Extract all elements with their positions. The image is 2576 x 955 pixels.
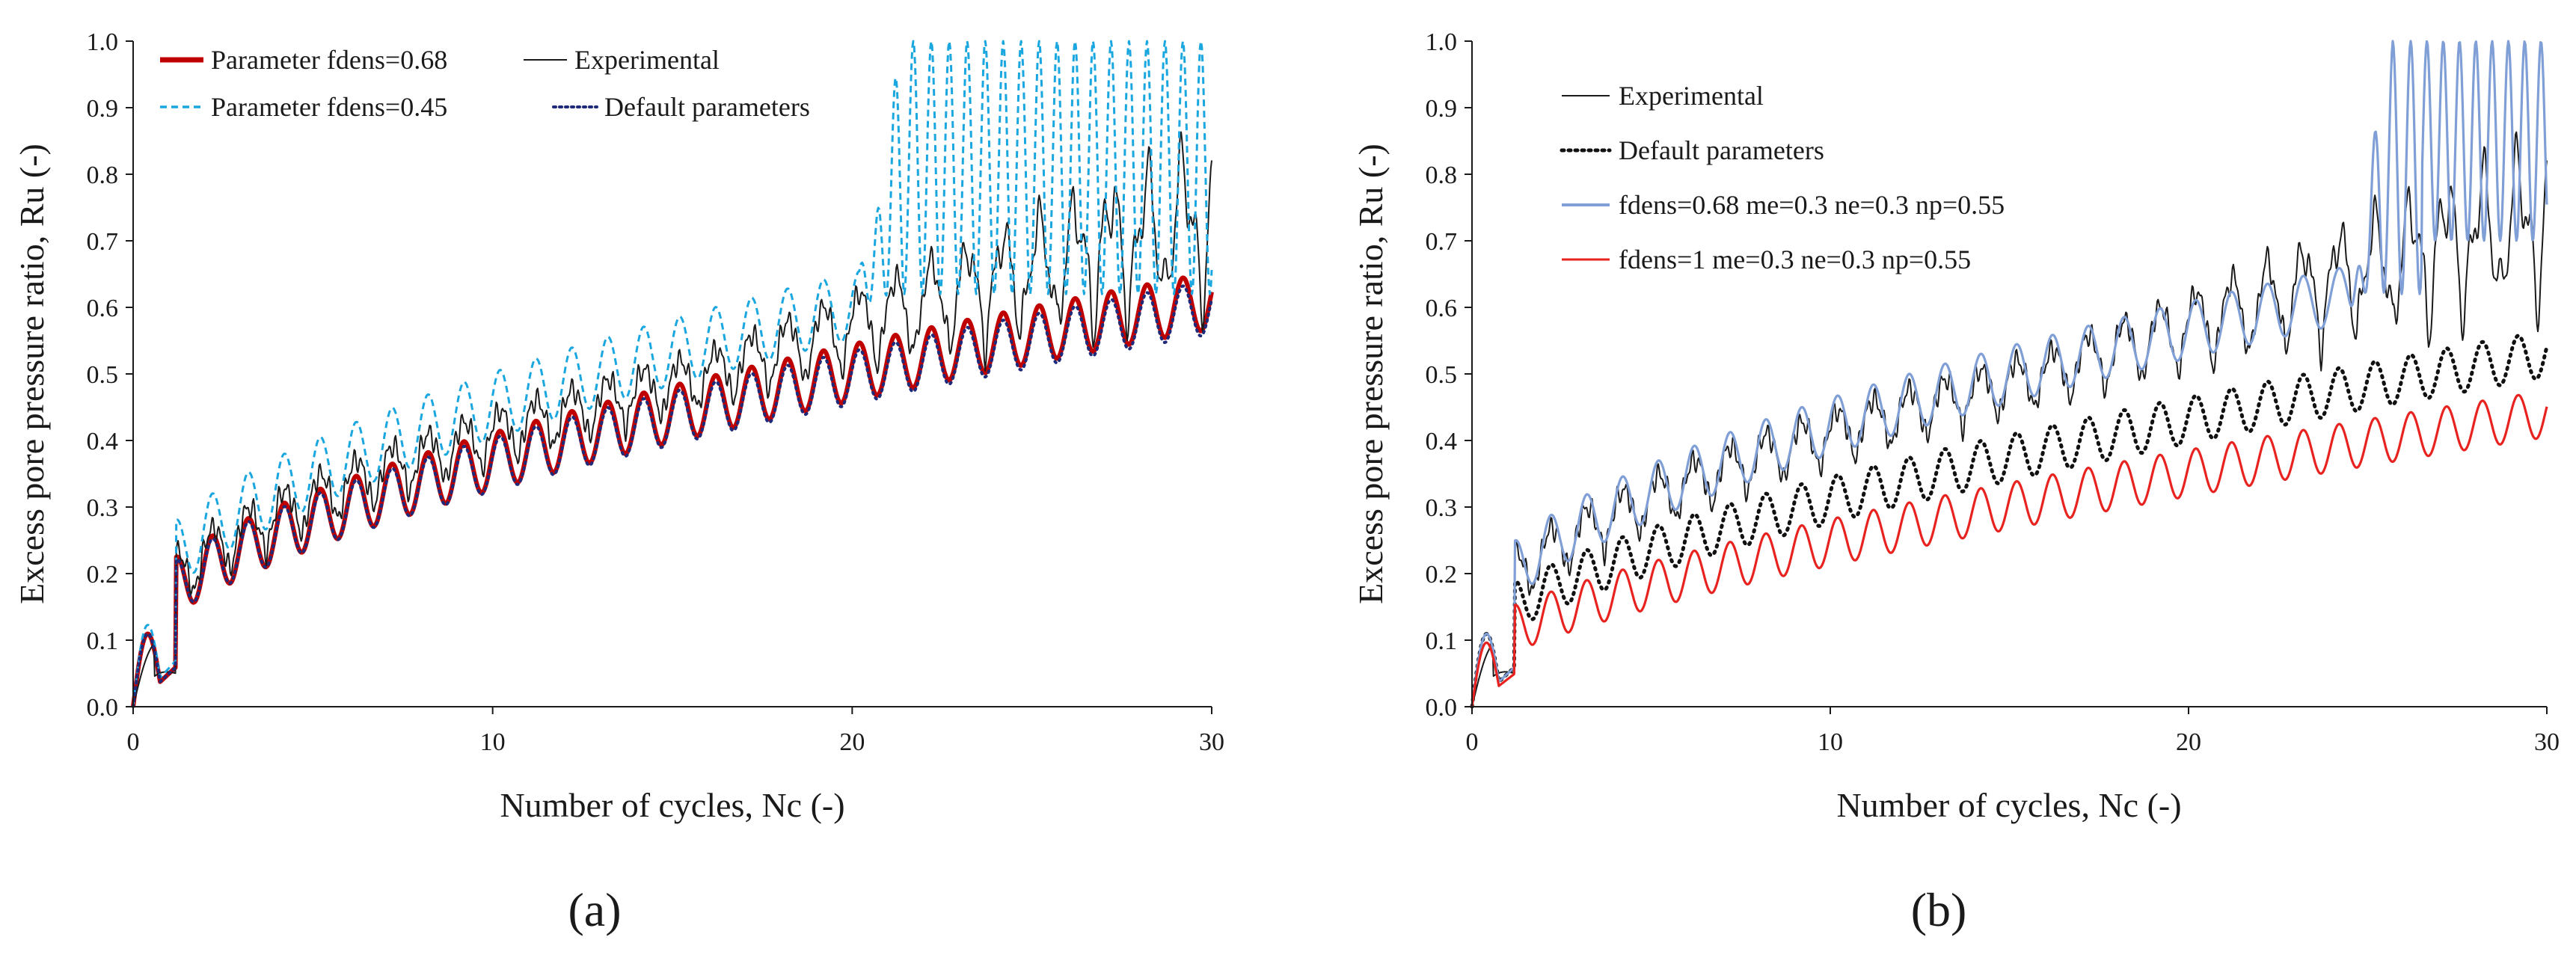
legend-entry: fdens=0.68 me=0.3 ne=0.3 np=0.55 <box>1562 190 2005 220</box>
x-tick-label: 30 <box>2534 728 2560 756</box>
y-tick-label: 0.6 <box>1426 295 1458 322</box>
panel-label-b: (b) <box>1911 883 1967 936</box>
y-axis-label: Excess pore pressure ratio, Ru (-) <box>13 144 51 604</box>
y-tick-label: 0.1 <box>87 627 119 655</box>
legend-label-fdens-068: fdens=0.68 me=0.3 ne=0.3 np=0.55 <box>1619 190 2005 220</box>
legend-entry: Parameter fdens=0.68 <box>160 45 447 75</box>
y-tick-label: 0.7 <box>1426 228 1458 256</box>
y-tick-label: 0.9 <box>87 95 119 123</box>
y-tick-label: 0.3 <box>1426 494 1458 522</box>
legend: Experimental Default parameters fdens=0.… <box>1560 81 2005 274</box>
series-line-fdens-0-68-me-0-3-ne-0-3-np-0-55 <box>1471 40 2548 707</box>
y-tick-label: 0.2 <box>1426 561 1458 589</box>
panel-label-a: (a) <box>568 883 621 936</box>
series-line-parameter-fdens-0-45 <box>132 40 1213 707</box>
y-tick-label: 0.1 <box>1426 627 1458 655</box>
y-tick-label: 1.0 <box>87 28 119 56</box>
x-tick-label: 10 <box>1818 728 1843 756</box>
legend-label-fdens-068: Parameter fdens=0.68 <box>211 45 447 75</box>
series-line-experimental <box>132 131 1212 707</box>
legend-entry: fdens=1 me=0.3 ne=0.3 np=0.55 <box>1562 245 1971 274</box>
x-tick-label: 20 <box>2176 728 2201 756</box>
y-tick-label: 0.8 <box>1426 162 1458 189</box>
y-tick-label: 0.0 <box>1426 694 1458 722</box>
y-tick-label: 0.8 <box>87 162 119 189</box>
y-tick-label: 0.7 <box>87 228 119 256</box>
legend-label-default: Default parameters <box>604 92 810 122</box>
legend-label-default: Default parameters <box>1619 135 1824 165</box>
series-line-default-parameters <box>132 284 1213 708</box>
y-axis-label: Excess pore pressure ratio, Ru (-) <box>1352 144 1390 604</box>
x-tick-label: 0 <box>127 728 140 756</box>
tick-group: 0.0 0.1 0.2 0.3 0.4 0.5 0.6 0.7 0.8 0.9 1.0 0 10 20 30 <box>87 28 1225 756</box>
chart-panel-b: 0.0 0.1 0.2 0.3 0.4 0.5 0.6 0.7 0.8 0.9 1.0 0 10 20 30… <box>1352 28 2560 936</box>
series-group <box>131 40 1214 708</box>
legend-entry: Experimental <box>524 45 720 75</box>
legend: Parameter fdens=0.68 Experimental Parame… <box>160 45 810 122</box>
series-line-default-parameters <box>1470 334 2549 709</box>
legend-entry: Parameter fdens=0.45 <box>160 92 447 122</box>
x-axis-label: Number of cycles, Nc (-) <box>500 786 844 824</box>
legend-label-experimental: Experimental <box>1619 81 1764 111</box>
series-line-fdens-1-me-0-3-ne-0-3-np-0-55 <box>1471 393 2548 707</box>
y-tick-label: 0.6 <box>87 295 119 322</box>
tick-group: 0.0 0.1 0.2 0.3 0.4 0.5 0.6 0.7 0.8 0.9 1.0 0 10 20 30 <box>1426 28 2560 756</box>
chart-panel-a: 0.0 0.1 0.2 0.3 0.4 0.5 0.6 0.7 0.8 0.9 1.0 0 10 20 30… <box>13 28 1224 936</box>
y-tick-label: 0.0 <box>87 694 119 722</box>
x-tick-label: 30 <box>1199 728 1224 756</box>
y-tick-label: 0.3 <box>87 494 119 522</box>
x-tick-label: 10 <box>480 728 506 756</box>
legend-label-experimental: Experimental <box>574 45 720 75</box>
legend-entry: Default parameters <box>552 92 810 122</box>
series-group <box>1470 40 2549 709</box>
y-tick-label: 0.4 <box>1426 428 1458 455</box>
legend-entry: Experimental <box>1562 81 1764 111</box>
x-tick-label: 20 <box>839 728 865 756</box>
y-tick-label: 0.2 <box>87 561 119 589</box>
x-axis-label: Number of cycles, Nc (-) <box>1836 786 2181 824</box>
y-tick-label: 0.9 <box>1426 95 1458 123</box>
y-tick-label: 1.0 <box>1426 28 1458 56</box>
legend-label-fdens-045: Parameter fdens=0.45 <box>211 92 447 122</box>
y-tick-label: 0.5 <box>1426 361 1458 389</box>
legend-entry: Default parameters <box>1560 135 1824 165</box>
x-tick-label: 0 <box>1466 728 1479 756</box>
y-tick-label: 0.4 <box>87 428 119 455</box>
legend-label-fdens-1: fdens=1 me=0.3 ne=0.3 np=0.55 <box>1619 245 1971 274</box>
y-tick-label: 0.5 <box>87 361 119 389</box>
